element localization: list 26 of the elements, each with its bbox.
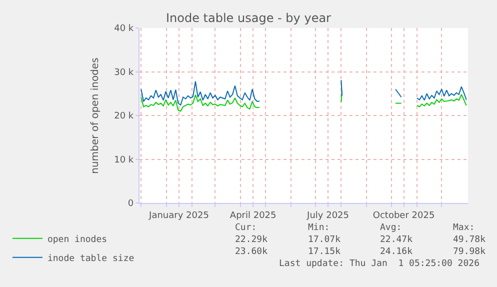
text: 17.15k: [308, 247, 342, 257]
text: Min:: [308, 223, 330, 233]
legend-label: open inodes: [47, 234, 108, 245]
x-tick-label: July 2025: [306, 210, 349, 221]
text: 22.29k: [235, 235, 268, 245]
text: Avg:: [380, 223, 402, 233]
y-tick-label: 30 k: [114, 68, 134, 78]
text: 23.60k: [235, 247, 268, 257]
legend-label: inode table size: [47, 254, 134, 264]
text: Last update: Thu Jan 1 05:25:00 2026: [279, 259, 480, 269]
y-axis-title: number of open inodes: [90, 58, 101, 174]
text: Cur:: [235, 223, 257, 233]
text: Max:: [453, 223, 475, 233]
text: 24.16k: [380, 247, 414, 257]
y-tick-label: 40 k: [114, 24, 134, 34]
text: 79.98k: [453, 247, 486, 257]
text: 17.07k: [308, 235, 342, 245]
x-tick-label: April 2025: [230, 210, 276, 221]
text: 22.47k: [380, 235, 414, 245]
text: 49.78k: [453, 235, 486, 245]
y-tick-label: 20 k: [114, 112, 134, 122]
y-tick-label: 10 k: [114, 155, 134, 166]
y-tick-label: 0: [128, 199, 134, 210]
chart-title: Inode table usage - by year: [166, 11, 332, 26]
x-tick-label: January 2025: [148, 210, 209, 221]
x-tick-label: October 2025: [372, 210, 435, 221]
